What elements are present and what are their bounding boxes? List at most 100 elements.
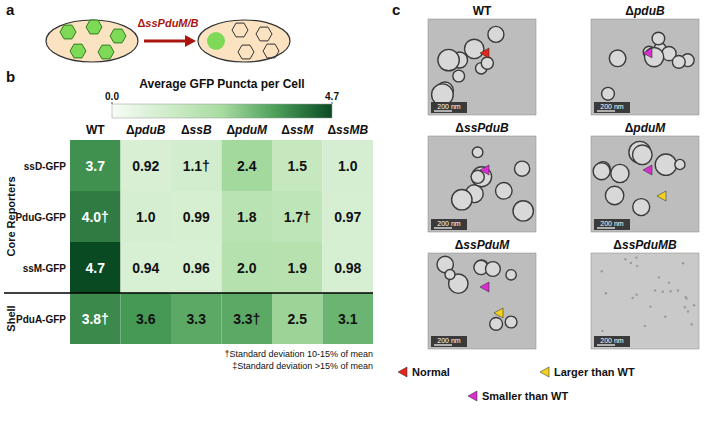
row-label: PduA-GFP	[16, 314, 66, 325]
heat-cell	[171, 293, 222, 344]
compartment	[481, 57, 493, 69]
compartment	[488, 26, 504, 42]
gene: ssB	[190, 123, 212, 137]
panel-letter: b	[6, 68, 15, 85]
gene: pduM	[234, 123, 268, 137]
scale-bar-patch	[594, 336, 630, 347]
scale-bar-patch	[594, 219, 630, 230]
gene: ssM	[290, 123, 314, 137]
arrowhead	[468, 391, 477, 401]
heat-cell	[121, 140, 172, 191]
speck	[677, 289, 679, 291]
cell-value: 0.99	[183, 209, 210, 225]
cell	[198, 20, 290, 62]
panel-letter: a	[6, 1, 15, 18]
scale-bar	[597, 227, 615, 228]
heat-cell	[272, 242, 323, 293]
column-header: WT	[86, 123, 105, 137]
compartment	[611, 164, 629, 182]
gene: pduB	[633, 4, 665, 18]
compartment	[652, 32, 665, 45]
scale-bar	[434, 110, 452, 111]
compartment	[672, 56, 685, 69]
heat-cell	[70, 242, 121, 293]
cell-value: 1.0	[136, 209, 156, 225]
panel-b: Average GFP Puncta per Cell0.04.7WTΔpduB…	[4, 77, 373, 371]
cell-labels: 3.70.921.1†2.41.51.04.0†1.00.991.81.7†0.…	[82, 158, 362, 327]
compartment	[633, 145, 653, 165]
scale-bar-label: 200 nm	[600, 337, 624, 344]
legend-label: Normal	[412, 366, 450, 378]
empty-compartment	[238, 45, 254, 59]
speck	[644, 325, 646, 327]
cells	[70, 140, 373, 344]
empty-compartment	[256, 27, 272, 41]
arrowhead	[480, 48, 489, 58]
heat-cell	[323, 140, 374, 191]
cell-value: 3.3†	[233, 311, 260, 327]
compartment	[472, 147, 483, 158]
tem-image: 200 nm	[428, 19, 536, 115]
gene: ssPduM/B	[145, 17, 198, 29]
scale-bar-patch	[594, 102, 630, 113]
speck	[669, 290, 671, 292]
image-title: ΔssPduMB	[613, 238, 677, 252]
figure: abcΔssPduM/BAverage GFP Puncta per Cell0…	[0, 0, 722, 436]
compartment	[452, 190, 472, 210]
delta: Δ	[137, 17, 145, 29]
heat-cell	[121, 242, 172, 293]
panel-letter: c	[392, 1, 400, 18]
cell-value: 0.98	[334, 260, 361, 276]
heat-cell	[121, 191, 172, 242]
compartment	[505, 316, 517, 328]
gene: pduM	[632, 121, 666, 135]
scale-bar-label: 200 nm	[600, 103, 624, 110]
compartment	[465, 39, 484, 58]
cell-value: 3.6	[136, 311, 156, 327]
gene: ssPduB	[464, 121, 509, 135]
arrowhead	[494, 308, 503, 318]
speck	[691, 323, 693, 325]
panel-a: ΔssPduM/B	[46, 17, 290, 62]
heat-cell	[171, 140, 222, 191]
compartment	[70, 44, 86, 58]
speck	[662, 291, 664, 293]
scale-bar-label: 200 nm	[437, 337, 461, 344]
compartment	[471, 170, 484, 183]
row-group-label: Shell	[5, 305, 17, 331]
cell-value: 1.1†	[183, 158, 210, 174]
arrow	[144, 40, 188, 43]
heat-cell	[121, 293, 172, 344]
compartment	[515, 161, 530, 176]
compartment	[496, 183, 513, 200]
compartment	[60, 25, 76, 39]
speck	[654, 289, 656, 291]
heat-cell	[171, 242, 222, 293]
row-label: ssD-GFP	[24, 161, 67, 172]
tem-image: 200 nm	[428, 253, 536, 349]
speck	[605, 292, 607, 294]
cell-value: 2.0	[237, 260, 257, 276]
scale-bar-label: 200 nm	[437, 103, 461, 110]
cell-value: 0.92	[132, 158, 159, 174]
arrowhead	[480, 165, 489, 175]
group-divider	[4, 292, 373, 294]
speck	[601, 270, 603, 272]
column-header: ΔpduB	[126, 123, 166, 137]
speck	[658, 276, 660, 278]
compartment	[445, 270, 455, 280]
speck	[684, 306, 686, 308]
scale-bar	[434, 227, 452, 228]
colorbar-tick-label: 0.0	[105, 91, 119, 102]
speck	[635, 294, 637, 296]
cell-value: 4.7	[86, 260, 106, 276]
compartment	[605, 186, 623, 204]
scale-bar	[597, 110, 615, 111]
tem-image: 200 nm	[591, 19, 699, 115]
speck	[685, 297, 687, 299]
speck	[636, 265, 638, 267]
cell-value: 3.7	[86, 158, 106, 174]
heat-cell	[323, 191, 374, 242]
colorbar	[112, 104, 332, 118]
tem-image: 200 nm	[428, 136, 536, 232]
